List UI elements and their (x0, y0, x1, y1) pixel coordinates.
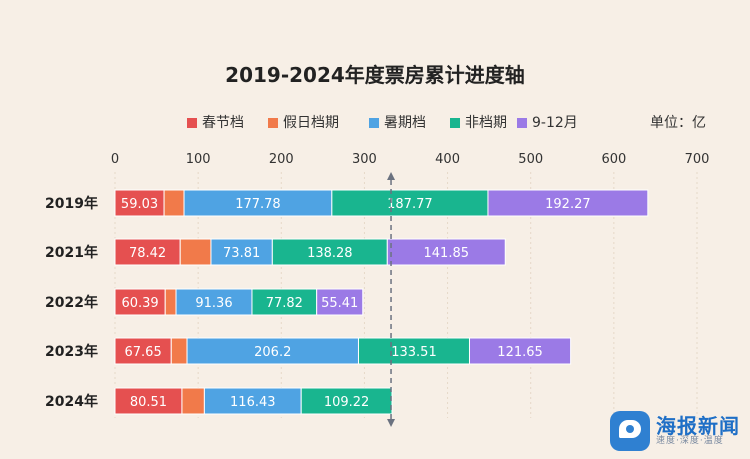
watermark-text: 海报新闻 速度·深度·温度 (656, 415, 740, 447)
legend-swatch (187, 118, 197, 128)
bar-segment (386, 238, 506, 266)
chart-title: 2019-2024年度票房累计进度轴 (225, 63, 525, 87)
bar-value-label: 206.2 (254, 345, 291, 360)
bar-segment (181, 387, 205, 415)
category-label: 2021年 (45, 244, 98, 261)
x-tick-label: 400 (435, 152, 460, 167)
bar-segment (331, 189, 489, 217)
x-tick-label: 100 (186, 152, 211, 167)
bar-segment (487, 189, 649, 217)
reference-line (387, 172, 396, 427)
bar-value-label: 187.77 (387, 197, 433, 212)
bar-segment (164, 288, 177, 316)
x-tick-label: 600 (601, 152, 626, 167)
bar-value-label: 109.22 (324, 395, 370, 410)
legend-label: 暑期档 (384, 115, 426, 131)
legend-swatch (517, 118, 527, 128)
bar-segment (114, 238, 181, 266)
bar-value-label: 121.65 (497, 345, 543, 360)
x-tick-label: 300 (352, 152, 377, 167)
bar-segment (114, 337, 172, 365)
legend-label: 假日档期 (283, 115, 339, 131)
legend-swatch (450, 118, 460, 128)
bar-segment (179, 238, 212, 266)
bar-segment (170, 337, 188, 365)
watermark: 海报新闻 速度·深度·温度 (610, 411, 740, 451)
bar-value-label: 73.81 (223, 246, 260, 261)
x-tick-label: 0 (111, 152, 119, 167)
bar-value-label: 59.03 (121, 197, 158, 212)
x-tick-label: 700 (685, 152, 710, 167)
bar-value-label: 141.85 (424, 246, 470, 261)
x-tick-label: 500 (518, 152, 543, 167)
category-label: 2022年 (45, 294, 98, 311)
bar-value-label: 138.28 (307, 246, 353, 261)
category-label: 2019年 (45, 195, 98, 212)
category-label: 2023年 (45, 343, 98, 360)
bars: 2019年 59.03 177.78 187.77 192.27 2021年 78.42 73… (45, 189, 649, 415)
legend-swatch (268, 118, 278, 128)
bar-segment (114, 387, 183, 415)
legend-label: 春节档 (202, 115, 244, 131)
bar-value-label: 177.78 (235, 197, 281, 212)
legend-label: 9-12月 (532, 115, 578, 131)
watermark-subtitle: 速度·深度·温度 (656, 436, 724, 447)
bar-segment (175, 288, 253, 316)
bar-segment (203, 387, 302, 415)
legend-label: 非档期 (465, 115, 507, 131)
bar-segment (163, 189, 185, 217)
bar-value-label: 67.65 (125, 345, 162, 360)
bar-value-label: 91.36 (195, 296, 232, 311)
bar-segment (183, 189, 333, 217)
bar-segment (300, 387, 393, 415)
arrow-down-icon (387, 419, 396, 427)
bar-value-label: 77.82 (266, 296, 303, 311)
bar-value-label: 116.43 (230, 395, 276, 410)
bar-segment (186, 337, 359, 365)
bar-value-label: 60.39 (121, 296, 158, 311)
x-tick-label: 200 (269, 152, 294, 167)
bar-value-label: 192.27 (545, 197, 591, 212)
bar-value-label: 78.42 (129, 246, 166, 261)
bar-value-label: 80.51 (130, 395, 167, 410)
legend-swatch (369, 118, 379, 128)
bar-segment (357, 337, 470, 365)
arrow-up-icon (387, 172, 396, 180)
legend: 春节档 假日档期 暑期档 非档期 9-12月 (187, 115, 578, 131)
unit-label: 单位：亿 (650, 115, 706, 131)
bar-segment (114, 288, 166, 316)
bar-value-label: 133.51 (391, 345, 437, 360)
bar-segment (316, 288, 364, 316)
bar-value-label: 55.41 (321, 296, 358, 311)
watermark-title: 海报新闻 (656, 414, 740, 439)
category-label: 2024年 (45, 393, 98, 410)
bar-segment (210, 238, 273, 266)
news-logo-icon (610, 411, 650, 451)
bar-segment (468, 337, 572, 365)
bar-segment (114, 189, 165, 217)
